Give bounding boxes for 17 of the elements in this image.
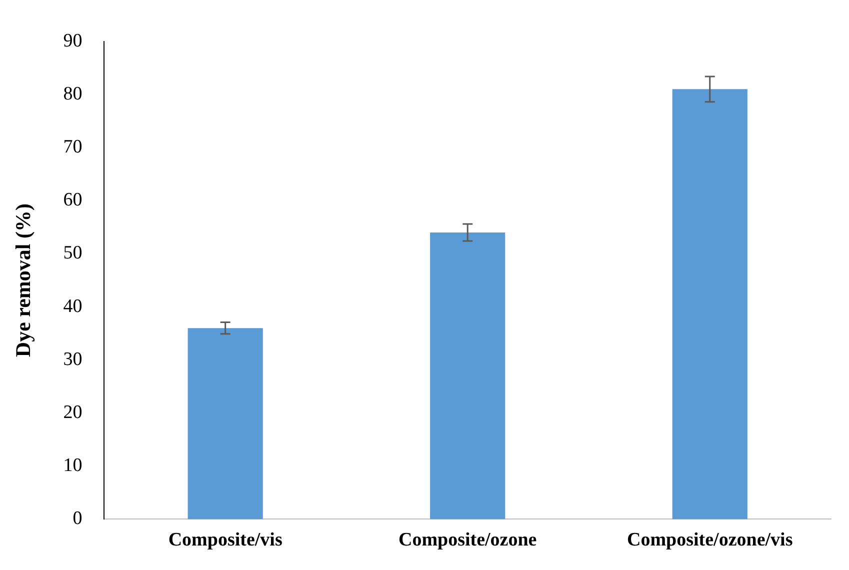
y-tick-label: 90	[63, 30, 82, 52]
x-tick-label: Composite/ozone/vis	[627, 530, 793, 551]
y-tick-label: 10	[63, 455, 82, 476]
y-tick-label: 30	[63, 348, 82, 370]
bar	[188, 328, 263, 520]
bar	[430, 232, 506, 520]
y-axis-title: Dye removal (%)	[11, 204, 36, 358]
x-tick-label: Composite/vis	[168, 530, 282, 551]
bar	[672, 89, 748, 520]
y-tick-label: 50	[63, 242, 82, 264]
y-tick-label: 40	[63, 296, 82, 317]
y-tick-label: 0	[72, 508, 82, 530]
y-tick-label: 70	[63, 136, 82, 158]
y-tick-label: 60	[63, 190, 82, 211]
y-tick-label: 80	[63, 83, 82, 104]
y-tick-label: 20	[63, 402, 82, 424]
x-tick-label: Composite/ozone	[398, 530, 537, 551]
